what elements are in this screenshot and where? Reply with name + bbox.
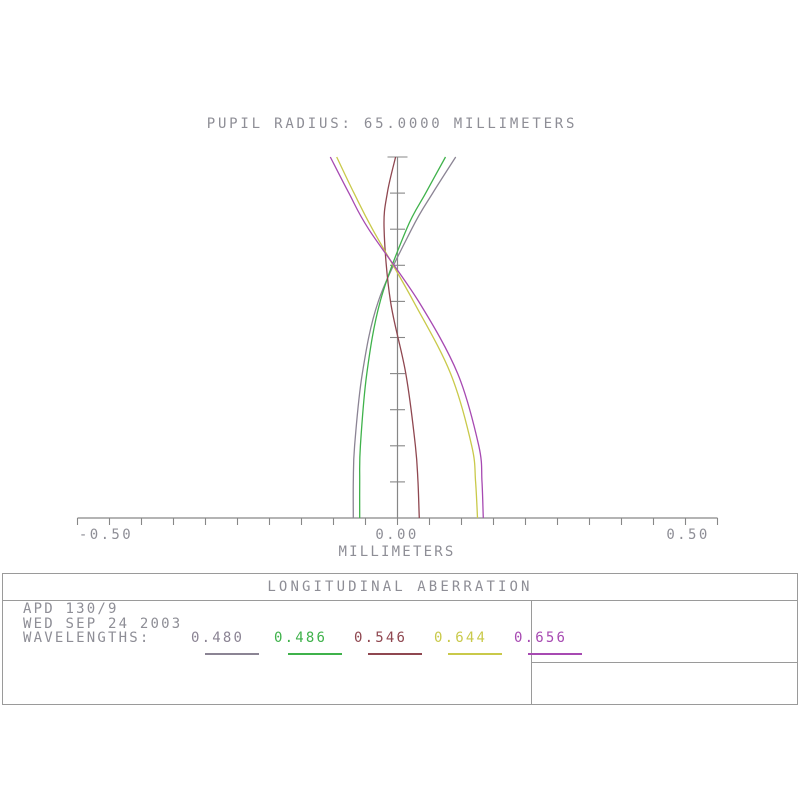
x-tick-label-min: -0.50 <box>78 527 134 543</box>
wavelength-underline-0.644 <box>448 653 502 655</box>
date-text: WED SEP 24 2003 <box>23 616 183 632</box>
wavelength-value-0.644: 0.644 <box>434 630 488 646</box>
wavelength-underline-0.546 <box>368 653 422 655</box>
wavelength-underline-0.480 <box>205 653 259 655</box>
wavelength-value-0.546: 0.546 <box>354 630 408 646</box>
wavelength-underline-0.486 <box>288 653 342 655</box>
right-cell-line <box>531 662 797 663</box>
aberration-curve-0.644 <box>336 156 479 519</box>
x-tick-label-max: 0.50 <box>666 527 710 543</box>
info-divider-line <box>531 601 532 704</box>
banner-title: LONGITUDINAL ABERRATION <box>267 579 533 595</box>
wavelength-value-0.486: 0.486 <box>274 630 328 646</box>
plot-title: PUPIL RADIUS: 65.0000 MILLIMETERS <box>206 116 578 132</box>
aberration-curve-0.486 <box>358 156 447 519</box>
aberration-curve-0.656 <box>329 156 484 519</box>
system-name: APD 130/9 <box>23 601 119 617</box>
wavelengths-label: WAVELENGTHS: <box>23 630 151 646</box>
banner: LONGITUDINAL ABERRATION <box>3 574 797 601</box>
aberration-curve-0.546 <box>383 156 420 519</box>
wavelength-underline-0.656 <box>528 653 582 655</box>
x-tick-label-zero: 0.00 <box>375 527 419 543</box>
info-frame: LONGITUDINAL ABERRATION APD 130/9 WED SE… <box>2 573 798 705</box>
x-axis-title: MILLIMETERS <box>338 544 456 560</box>
wavelength-value-0.656: 0.656 <box>514 630 568 646</box>
wavelength-value-0.480: 0.480 <box>191 630 245 646</box>
aberration-curve-0.480 <box>352 156 457 519</box>
